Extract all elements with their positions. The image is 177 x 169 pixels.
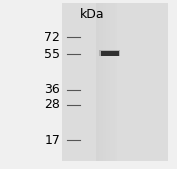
Text: 17: 17 [44,134,60,147]
Text: 72: 72 [44,31,60,44]
Bar [97,3,98,161]
Bar [108,3,109,161]
FancyBboxPatch shape [99,50,120,56]
Text: 36: 36 [44,83,60,96]
Bar [104,3,105,161]
Bar [99,3,100,161]
Bar [102,3,103,161]
Bar [116,3,117,161]
FancyBboxPatch shape [101,51,119,56]
FancyBboxPatch shape [62,3,168,161]
Text: 55: 55 [44,48,60,61]
Text: kDa: kDa [80,8,104,21]
Bar [96,3,97,161]
Bar [107,3,108,161]
Bar [110,3,112,161]
Bar [100,3,101,161]
Bar [98,3,99,161]
Bar [105,3,106,161]
Bar [106,3,107,161]
Bar [103,3,104,161]
Bar [113,3,114,161]
Text: 28: 28 [44,98,60,111]
Bar [112,3,113,161]
Bar [109,3,110,161]
Bar [115,3,116,161]
Bar [114,3,115,161]
Bar [101,3,102,161]
